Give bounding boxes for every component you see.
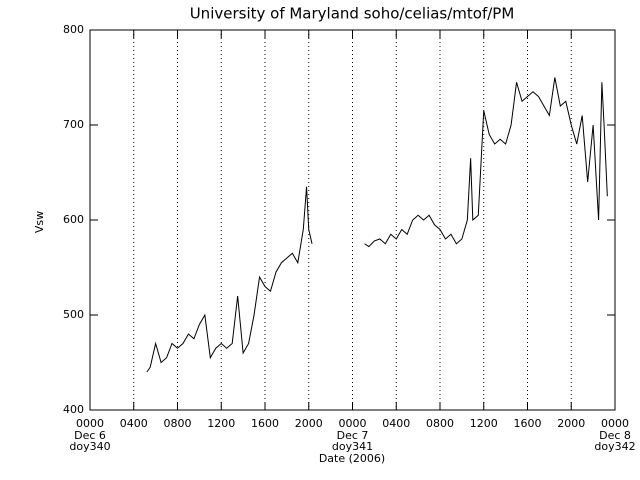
x-doy-label: doy342 xyxy=(594,440,635,453)
x-tick-label: 1200 xyxy=(207,417,235,430)
x-tick-label: 0000 xyxy=(76,417,104,430)
x-tick-label: 0000 xyxy=(601,417,629,430)
x-tick-label: 1600 xyxy=(251,417,279,430)
x-date-label: Dec 8 xyxy=(599,429,631,442)
y-axis-label: Vsw xyxy=(33,211,46,233)
chart-title: University of Maryland soho/celias/mtof/… xyxy=(190,5,515,23)
data-line xyxy=(146,77,608,373)
y-tick-label: 800 xyxy=(63,23,84,36)
x-axis-label: Date (2006) xyxy=(319,452,385,465)
x-tick-label: 1600 xyxy=(514,417,542,430)
x-tick-label: 2000 xyxy=(557,417,585,430)
x-tick-label: 2000 xyxy=(295,417,323,430)
x-tick-label: 0800 xyxy=(426,417,454,430)
x-doy-label: doy340 xyxy=(69,440,110,453)
x-tick-label: 1200 xyxy=(470,417,498,430)
x-date-label: Dec 7 xyxy=(337,429,369,442)
y-tick-label: 500 xyxy=(63,308,84,321)
y-tick-label: 700 xyxy=(63,118,84,131)
y-tick-label: 400 xyxy=(63,403,84,416)
x-date-label: Dec 6 xyxy=(74,429,106,442)
x-tick-label: 0400 xyxy=(382,417,410,430)
x-tick-label: 0000 xyxy=(339,417,367,430)
x-doy-label: doy341 xyxy=(332,440,373,453)
y-tick-label: 600 xyxy=(63,213,84,226)
x-tick-label: 0400 xyxy=(120,417,148,430)
x-tick-label: 0800 xyxy=(164,417,192,430)
